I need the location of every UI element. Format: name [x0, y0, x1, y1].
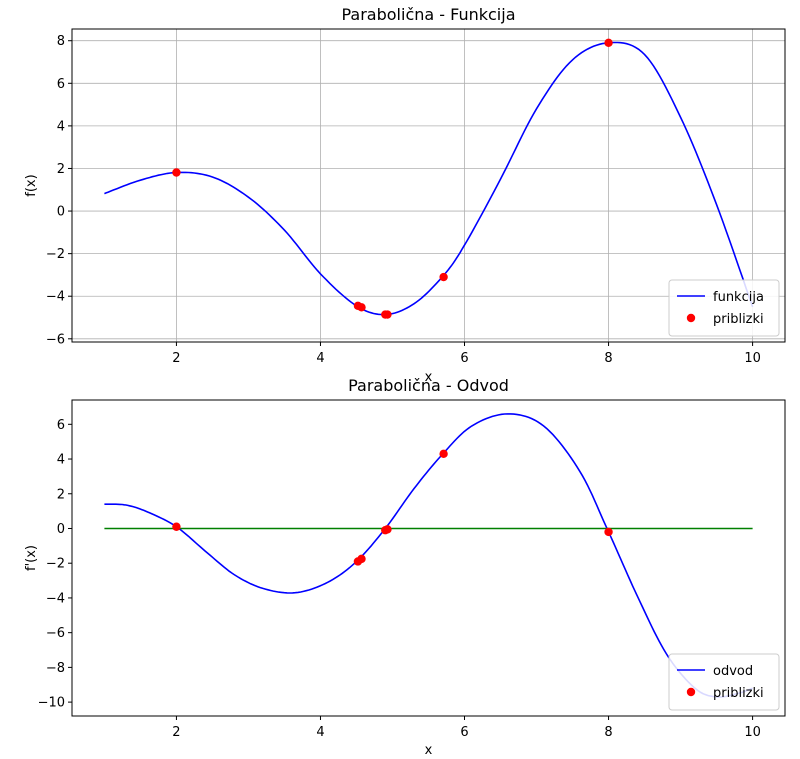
y-axis-label: f(x) — [24, 174, 39, 196]
y-tick-label: −4 — [46, 290, 65, 305]
x-tick-label: 4 — [316, 725, 324, 740]
data-point — [383, 310, 392, 319]
plot-area — [104, 38, 754, 319]
legend: funkcija priblizki — [668, 279, 780, 337]
y-tick-label: −2 — [46, 247, 65, 262]
y-axis-label: f'(x) — [24, 545, 39, 571]
y-tick-label: 4 — [57, 119, 65, 134]
data-point — [172, 522, 181, 531]
y-tick-label: 4 — [57, 453, 65, 468]
x-tick-label: 8 — [604, 351, 612, 366]
legend-box — [668, 279, 780, 337]
legend-label: priblizki — [713, 686, 764, 701]
x-tick-label: 6 — [460, 351, 468, 366]
y-tick-label: 2 — [57, 162, 65, 177]
y-tick-label: −6 — [46, 332, 65, 347]
y-tick-label: 8 — [57, 34, 65, 49]
y-tick-label: −4 — [46, 591, 65, 606]
chart-2: 2 4 6 8 10 −10 −8 −6 −4 −2 0 2 4 6 Parabolična - Odvod… — [24, 376, 786, 758]
x-tick-label: 6 — [460, 725, 468, 740]
x-tick-label: 2 — [172, 725, 180, 740]
chart-title: Parabolična - Odvod — [348, 376, 509, 395]
x-tick-label: 2 — [172, 351, 180, 366]
data-point — [172, 168, 181, 177]
y-tick-label: −8 — [46, 661, 65, 676]
legend-marker-swatch — [686, 687, 696, 697]
x-tick-label: 10 — [744, 351, 761, 366]
series-line-funkcija — [104, 41, 754, 316]
chart-title: Parabolična - Funkcija — [341, 5, 515, 24]
legend-box — [668, 653, 780, 711]
x-axis-label: x — [425, 743, 433, 758]
x-tick-label: 10 — [744, 725, 761, 740]
x-axis-label: x — [425, 370, 433, 385]
data-point — [383, 525, 392, 534]
y-tick-label: 2 — [57, 487, 65, 502]
y-tick-label: −6 — [46, 626, 65, 641]
y-tick-label: 0 — [57, 205, 65, 220]
x-tick-label: 8 — [604, 725, 612, 740]
legend-marker-swatch — [686, 313, 696, 323]
data-point — [604, 38, 613, 48]
data-point — [357, 554, 366, 564]
legend-label: priblizki — [713, 312, 764, 327]
series-line-odvod — [104, 413, 753, 698]
y-tick-label: 6 — [57, 418, 65, 433]
y-tick-label: −10 — [38, 696, 65, 711]
data-point — [604, 527, 613, 537]
legend-label: odvod — [713, 664, 753, 679]
y-tick-label: 6 — [57, 77, 65, 92]
plot-area — [104, 413, 753, 698]
data-point — [439, 272, 448, 282]
legend-label: funkcija — [713, 290, 764, 305]
x-tick-label: 4 — [316, 351, 324, 366]
y-tick-label: 0 — [57, 522, 65, 537]
axes-frame — [71, 399, 786, 717]
data-point — [357, 303, 366, 312]
chart-1: 2 4 6 8 10 −6 −4 −2 0 2 4 6 8 Parabolična - Funkcija x… — [24, 5, 786, 385]
legend: odvod priblizki — [668, 653, 780, 711]
y-tick-label: −2 — [46, 557, 65, 572]
data-point — [439, 449, 448, 459]
axes-frame — [71, 28, 786, 343]
